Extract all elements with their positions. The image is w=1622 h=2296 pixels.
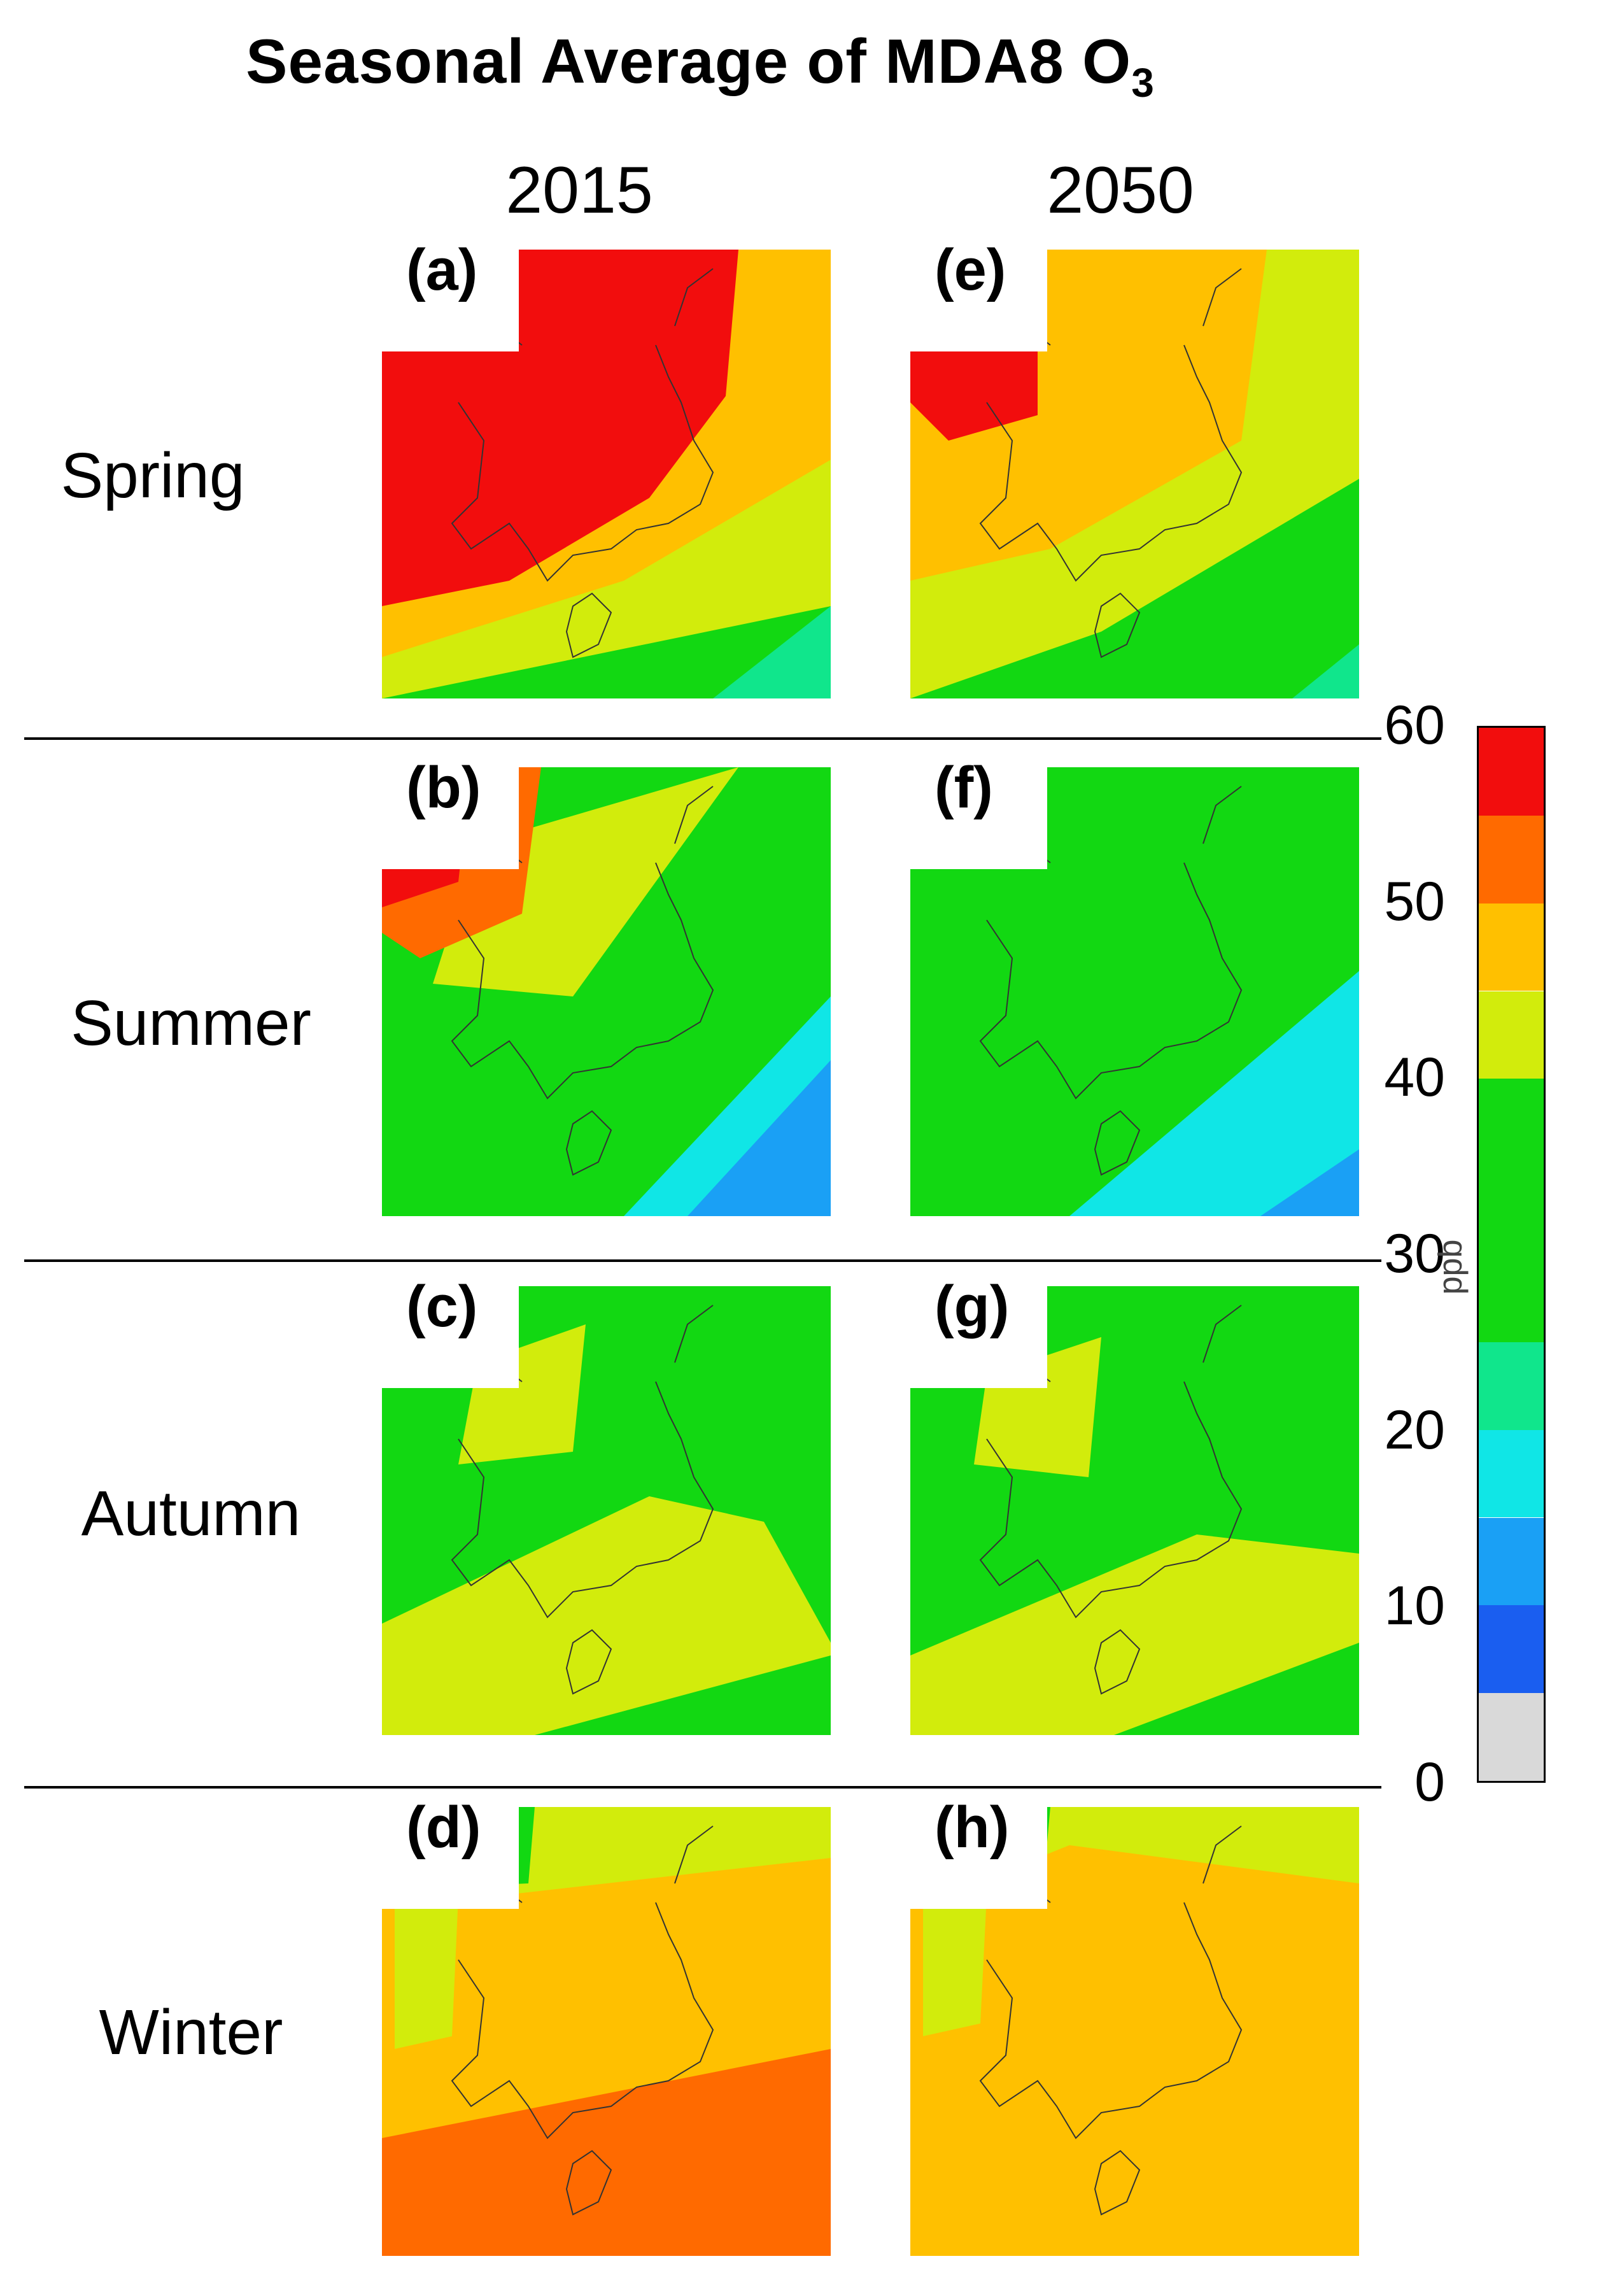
panel-notch <box>382 1807 519 1909</box>
panel-notch <box>910 1807 1047 1909</box>
map-panel-g <box>910 1286 1359 1735</box>
colorbar-bin <box>1479 1429 1544 1518</box>
panel-notch <box>382 1286 519 1388</box>
coastline <box>432 268 714 658</box>
coastline <box>961 268 1243 658</box>
ozone-map <box>910 1286 1359 1735</box>
colorbar-bin <box>1479 991 1544 1079</box>
panel-notch <box>910 767 1047 869</box>
colorbar-bin <box>1479 1517 1544 1606</box>
panel-notch <box>382 767 519 869</box>
panel-notch <box>382 250 519 351</box>
colorbar-bin <box>1479 1605 1544 1694</box>
colorbar-tick-label: 0 <box>1414 1752 1445 1813</box>
panel-label: (c) <box>406 1274 478 1339</box>
panel-label: (f) <box>934 755 993 820</box>
panel-label: (h) <box>934 1795 1010 1860</box>
panel-label: (b) <box>406 755 481 820</box>
year-header-2015: 2015 <box>505 153 653 227</box>
ozone-map <box>382 767 831 1216</box>
concentration-region <box>910 1534 1359 1735</box>
concentration-region <box>395 1896 458 2049</box>
panel-label: (a) <box>406 237 478 302</box>
colorbar-tick-label: 50 <box>1384 870 1445 932</box>
map-panel-a <box>382 250 831 698</box>
ozone-map <box>910 1807 1359 2256</box>
concentration-region <box>1114 1643 1359 1735</box>
map-panel-e <box>910 250 1359 698</box>
panel-notch <box>910 1286 1047 1388</box>
ozone-map <box>382 250 831 698</box>
colorbar-tick-label: 10 <box>1384 1575 1445 1637</box>
map-panel-c <box>382 1286 831 1735</box>
colorbar-tick-label: 40 <box>1384 1047 1445 1109</box>
map-panel-h <box>910 1807 1359 2256</box>
season-label-summer: Summer <box>71 988 311 1059</box>
coastline <box>432 1825 714 2216</box>
panel-notch <box>910 250 1047 351</box>
coastline <box>432 1305 714 1695</box>
colorbar-bin <box>1479 903 1544 991</box>
colorbar-tick-label: 20 <box>1384 1399 1445 1461</box>
coastline <box>432 786 714 1176</box>
colorbar-bin <box>1479 1079 1544 1342</box>
map-panel-d <box>382 1807 831 2256</box>
concentration-region <box>1292 644 1359 698</box>
panel-label: (g) <box>934 1274 1010 1339</box>
year-header-2050: 2050 <box>1047 153 1194 227</box>
concentration-region <box>433 767 738 996</box>
concentration-region <box>923 1896 987 2036</box>
concentration-region <box>535 1655 831 1735</box>
colorbar-bin <box>1479 728 1544 816</box>
panel-label: (e) <box>934 237 1006 302</box>
concentration-region <box>382 1496 831 1735</box>
colorbar-tick-label: 60 <box>1384 695 1445 756</box>
map-panel-f <box>910 767 1359 1216</box>
ozone-map <box>382 1286 831 1735</box>
colorbar-unit: ppb <box>1432 1239 1469 1295</box>
season-label-spring: Spring <box>60 440 245 511</box>
map-panel-b <box>382 767 831 1216</box>
season-label-autumn: Autumn <box>81 1478 301 1549</box>
concentration-region <box>382 2049 831 2256</box>
colorbar-bin <box>1479 1342 1544 1430</box>
panel-label: (d) <box>406 1795 481 1860</box>
concentration-region <box>713 606 831 698</box>
concentration-region <box>1069 971 1359 1216</box>
season-label-winter: Winter <box>99 1997 283 2068</box>
concentration-region <box>688 1060 831 1216</box>
colorbar-bin <box>1479 1693 1544 1781</box>
row-separator <box>24 737 1381 740</box>
row-separator <box>24 1786 1381 1789</box>
colorbar <box>1477 726 1546 1783</box>
concentration-region <box>1260 1149 1359 1216</box>
ozone-map <box>910 250 1359 698</box>
coastline <box>961 1305 1243 1695</box>
ozone-map <box>382 1807 831 2256</box>
row-separator <box>24 1259 1381 1262</box>
ozone-map <box>910 767 1359 1216</box>
coastline <box>961 1825 1243 2216</box>
coastline <box>961 786 1243 1176</box>
colorbar-tick-label: 30 <box>1384 1223 1445 1284</box>
figure-title: Seasonal Average of MDA8 O3 <box>246 26 1155 106</box>
colorbar-bin <box>1479 815 1544 904</box>
